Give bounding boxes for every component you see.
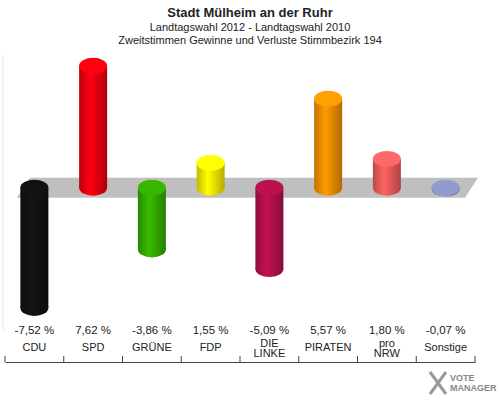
data-label: -7,52 % [15,324,55,336]
bar-base [373,180,401,196]
x-separator [5,356,6,362]
data-label: 5,57 % [310,324,346,336]
bar-end [79,58,107,74]
bar [255,188,283,269]
chart: Stadt Mülheim an der RuhrLandtagswahl 20… [0,0,500,400]
y-axis-line [3,55,4,330]
bar-base [138,180,166,196]
data-label: -0,07 % [426,324,466,336]
x-separator [240,356,241,362]
data-label: 1,55 % [193,324,229,336]
x-tick-label: FDP [200,341,222,353]
logo-mark [430,372,446,394]
bar-base [255,180,283,196]
bars [20,58,459,316]
bar-end [314,91,342,107]
annotation: VOTEMANAGER [450,373,497,393]
bar-base [197,180,225,196]
subtitle: Zweitstimmen Gewinne und Verluste Stimmb… [118,34,382,46]
bar-base [20,180,48,196]
subtitle: Landtagswahl 2012 - Landtagswahl 2010 [150,21,351,33]
x-tick-label: SPD [82,341,105,353]
bar-end [373,151,401,167]
x-separator [475,356,476,362]
bar [79,66,107,188]
x-separator [298,356,299,362]
bar [138,188,166,250]
bar-end [255,261,283,277]
bar-base [432,180,460,196]
bar-base [314,180,342,196]
x-separator [416,356,417,362]
bar-end [138,241,166,257]
data-label: -5,09 % [250,324,290,336]
x-tick-label: proNRW [374,337,401,359]
title: Stadt Mülheim an der Ruhr [167,5,332,20]
x-axis-line [6,362,476,363]
bar-end [20,300,48,316]
x-tick-label: DIELINKE [253,337,285,359]
x-tick-label: Sonstige [424,341,467,353]
x-separator [122,356,123,362]
x-tick-label: PIRATEN [305,341,352,353]
bar-base [79,180,107,196]
x-separator [357,356,358,362]
x-separator [181,356,182,362]
bar [20,188,48,308]
x-tick-label: GRÜNE [132,341,172,353]
bar [314,99,342,188]
data-label: -3,86 % [132,324,172,336]
data-label: 7,62 % [75,324,111,336]
x-separator [63,356,64,362]
data-label: 1,80 % [369,324,405,336]
bar-end [197,155,225,171]
x-tick-label: CDU [22,341,46,353]
logo: VOTEMANAGER [430,372,497,394]
